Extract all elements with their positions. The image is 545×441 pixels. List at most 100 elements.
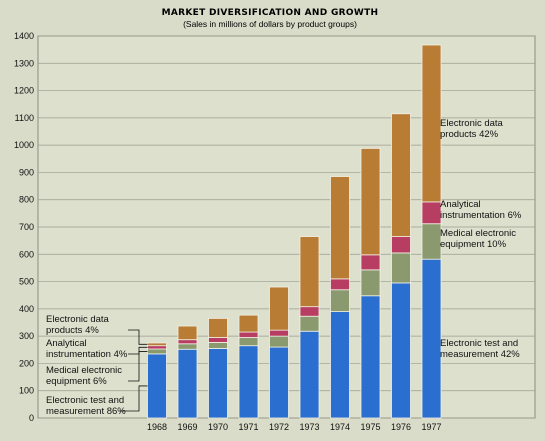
bar-segment-edp: [391, 113, 411, 237]
x-tick-label: 1970: [208, 422, 228, 432]
annotation-text: products 42%: [440, 129, 499, 140]
annotation-text: instrumentation 4%: [46, 349, 128, 360]
annotation-text: equipment 10%: [440, 239, 507, 250]
bar-segment-analytical: [147, 345, 167, 350]
annotation-text: equipment 6%: [46, 376, 107, 387]
annotation-text: measurement 86%: [46, 406, 126, 417]
bar-segment-analytical: [360, 254, 381, 271]
bar-segment-medical: [269, 335, 289, 348]
annotation-text: Electronic data: [46, 314, 110, 325]
x-tick-label: 1975: [360, 422, 380, 432]
bar-segment-test: [269, 346, 289, 419]
annotation-text: Medical electronic: [440, 228, 516, 239]
x-tick-label: 1973: [299, 422, 319, 432]
annotation-text: products 4%: [46, 325, 99, 336]
bar-segment-test: [208, 348, 228, 419]
y-tick-label: 500: [19, 277, 34, 287]
bar-segment-test: [360, 295, 381, 419]
annotation-leader: [128, 346, 148, 355]
bar-segment-test: [238, 345, 259, 419]
y-tick-label: 800: [19, 195, 34, 205]
bar-segment-medical: [421, 223, 442, 260]
bar-segment-test: [330, 311, 350, 419]
bar-segment-analytical: [421, 201, 442, 225]
annotation-leader: [128, 351, 148, 382]
y-tick-label: 400: [19, 304, 34, 314]
y-tick-label: 1300: [14, 58, 34, 68]
annotation-text: measurement 42%: [440, 349, 520, 360]
bar-segment-analytical: [330, 278, 350, 291]
bar-segment-medical: [177, 343, 198, 350]
bar-segment-edp: [238, 314, 259, 333]
annotation-text: Analytical: [440, 199, 481, 210]
bars: [147, 44, 442, 419]
y-tick-label: 100: [19, 386, 34, 396]
bar-segment-analytical: [299, 306, 320, 317]
annotation-leader: [128, 329, 148, 345]
y-tick-label: 900: [19, 167, 34, 177]
bar-segment-analytical: [208, 337, 228, 343]
annotation-text: instrumentation 6%: [440, 210, 522, 221]
y-tick-label: 1200: [14, 86, 34, 96]
annotation-leader: [120, 385, 148, 412]
bar-segment-analytical: [269, 329, 289, 337]
bar-segment-medical: [391, 252, 411, 284]
bar-segment-medical: [299, 315, 320, 332]
bar-segment-medical: [208, 342, 228, 349]
annotation-text: Analytical: [46, 338, 87, 349]
bar-segment-analytical: [238, 331, 259, 338]
chart-subtitle: (Sales in millions of dollars by product…: [183, 19, 357, 29]
x-tick-label: 1972: [269, 422, 289, 432]
bar-segment-medical: [360, 269, 381, 297]
bar-segment-medical: [147, 348, 167, 355]
y-tick-label: 200: [19, 358, 34, 368]
bar-segment-edp: [177, 325, 198, 341]
x-tick-label: 1974: [330, 422, 350, 432]
annotation-text: Electronic data: [440, 118, 504, 129]
y-tick-label: 1000: [14, 140, 34, 150]
x-tick-label: 1968: [147, 422, 167, 432]
bar-segment-edp: [147, 342, 167, 347]
bar-segment-medical: [330, 289, 350, 312]
x-tick-label: 1969: [177, 422, 197, 432]
x-tick-label: 1977: [421, 422, 441, 432]
annotation-text: Electronic test and: [46, 395, 124, 406]
annotation-text: Medical electronic: [46, 365, 122, 376]
chart-title: MARKET DIVERSIFICATION AND GROWTH: [162, 8, 379, 18]
bar-segment-analytical: [391, 236, 411, 254]
y-tick-label: 0: [29, 413, 34, 423]
bar-segment-analytical: [177, 339, 198, 345]
bar-segment-edp: [208, 318, 228, 338]
bar-segment-edp: [330, 176, 350, 280]
bar-segment-edp: [299, 236, 320, 308]
x-tick-label: 1976: [391, 422, 411, 432]
bar-segment-test: [299, 330, 320, 419]
bar-segment-edp: [269, 286, 289, 331]
y-tick-label: 300: [19, 331, 34, 341]
bar-segment-medical: [238, 337, 259, 347]
gridlines: [38, 35, 535, 419]
bar-segment-edp: [360, 148, 381, 256]
y-tick-labels: 0 100 200 300 400 500 600 700 800 900 1000 1100 1200…: [14, 31, 34, 423]
annotation-text: Electronic test and: [440, 338, 518, 349]
x-tick-labels: 1968 1969 1970 1971 1972 1973 1974 1975 1976 1977: [147, 422, 442, 432]
x-tick-label: 1971: [238, 422, 258, 432]
y-tick-label: 700: [19, 222, 34, 232]
y-tick-label: 600: [19, 249, 34, 259]
bar-segment-test: [421, 258, 442, 419]
bar-segment-test: [147, 353, 167, 419]
bar-segment-test: [391, 282, 411, 419]
y-tick-label: 1400: [14, 31, 34, 41]
bar-segment-test: [177, 348, 198, 419]
